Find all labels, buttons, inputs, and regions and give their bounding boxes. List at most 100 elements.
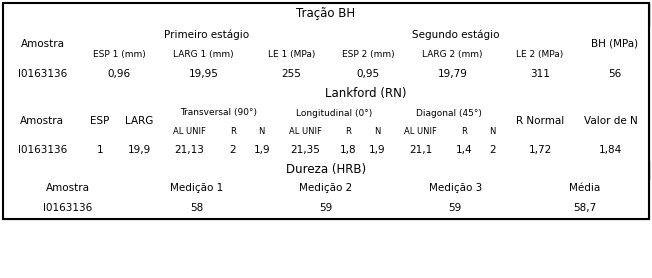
Text: ESP 1 (mm): ESP 1 (mm) (93, 49, 145, 58)
Text: 58,7: 58,7 (572, 203, 596, 213)
Text: Diagonal (45°): Diagonal (45°) (417, 108, 482, 118)
Bar (3, 139, 82, 161)
Bar (160, 123, 218, 139)
Text: 19,79: 19,79 (437, 69, 467, 79)
Bar (507, 139, 573, 161)
Bar (507, 103, 573, 139)
Bar (331, 63, 404, 85)
Bar (500, 63, 580, 85)
Text: LARG: LARG (125, 116, 154, 126)
Bar (331, 45, 404, 63)
Bar (391, 197, 520, 219)
Text: R: R (230, 126, 236, 135)
Bar (160, 139, 218, 161)
Text: 19,9: 19,9 (128, 145, 151, 155)
Bar (276, 103, 392, 123)
Bar (3, 103, 82, 139)
Bar (580, 63, 649, 85)
Bar (520, 179, 649, 197)
Bar (334, 123, 363, 139)
Bar (132, 179, 261, 197)
Text: BH (MPa): BH (MPa) (591, 39, 638, 49)
Text: N: N (490, 126, 496, 135)
Bar (218, 123, 247, 139)
Text: AL UNIF: AL UNIF (173, 126, 206, 135)
Text: LE 1 (MPa): LE 1 (MPa) (268, 49, 315, 58)
Text: LE 2 (MPa): LE 2 (MPa) (516, 49, 563, 58)
Text: N: N (258, 126, 265, 135)
Text: 1,9: 1,9 (254, 145, 270, 155)
Bar (83, 25, 331, 45)
Bar (3, 63, 83, 85)
Text: Segundo estágio: Segundo estágio (412, 30, 499, 40)
Bar (247, 123, 276, 139)
Text: I0163136: I0163136 (18, 145, 67, 155)
Text: 21,1: 21,1 (409, 145, 432, 155)
Bar (160, 103, 276, 123)
Bar (391, 179, 520, 197)
Bar (392, 123, 449, 139)
Text: 1,4: 1,4 (456, 145, 472, 155)
Bar (520, 197, 649, 219)
Text: 21,13: 21,13 (175, 145, 204, 155)
Bar (261, 179, 391, 197)
Bar (580, 25, 649, 63)
Text: R: R (346, 126, 351, 135)
Text: Medição 2: Medição 2 (299, 183, 353, 193)
Text: Medição 3: Medição 3 (428, 183, 482, 193)
Text: Longitudinal (0°): Longitudinal (0°) (296, 108, 372, 118)
Text: 2: 2 (230, 145, 236, 155)
Bar (83, 63, 156, 85)
Bar (334, 139, 363, 161)
Text: ESP: ESP (91, 116, 110, 126)
Bar (218, 139, 247, 161)
Text: LARG 2 (mm): LARG 2 (mm) (422, 49, 482, 58)
Bar (3, 25, 83, 63)
Bar (3, 179, 132, 197)
Bar (252, 45, 331, 63)
Bar (119, 139, 160, 161)
Bar (500, 45, 580, 63)
Bar (479, 139, 507, 161)
Bar (119, 103, 160, 139)
Text: Medição 1: Medição 1 (170, 183, 224, 193)
Bar (573, 103, 649, 139)
Text: Amostra: Amostra (20, 116, 65, 126)
Text: 19,95: 19,95 (189, 69, 218, 79)
Bar (449, 123, 479, 139)
Bar (363, 123, 392, 139)
Text: 59: 59 (319, 203, 333, 213)
Bar (392, 139, 449, 161)
Text: R: R (461, 126, 467, 135)
Bar (404, 45, 500, 63)
Bar (392, 103, 507, 123)
Bar (449, 139, 479, 161)
Text: Tração BH: Tração BH (297, 8, 355, 21)
Bar (3, 3, 649, 25)
Text: I0163136: I0163136 (43, 203, 92, 213)
Bar (82, 103, 119, 139)
Bar (573, 139, 649, 161)
Text: AL UNIF: AL UNIF (404, 126, 437, 135)
Text: Primeiro estágio: Primeiro estágio (164, 30, 250, 40)
Text: 1,9: 1,9 (369, 145, 385, 155)
Bar (132, 197, 261, 219)
Bar (261, 197, 391, 219)
Text: 255: 255 (282, 69, 301, 79)
Text: N: N (374, 126, 380, 135)
Bar (3, 161, 649, 179)
Bar (156, 45, 252, 63)
Text: 0,96: 0,96 (108, 69, 131, 79)
Bar (3, 85, 82, 103)
Text: Valor de N: Valor de N (584, 116, 638, 126)
Text: 1,72: 1,72 (528, 145, 552, 155)
Text: AL UNIF: AL UNIF (289, 126, 321, 135)
Bar (331, 25, 580, 45)
Text: I0163136: I0163136 (18, 69, 68, 79)
Text: 59: 59 (449, 203, 462, 213)
Text: ESP 2 (mm): ESP 2 (mm) (342, 49, 394, 58)
Text: R Normal: R Normal (516, 116, 564, 126)
Text: Transversal (90°): Transversal (90°) (180, 108, 257, 118)
Bar (3, 197, 132, 219)
Text: 58: 58 (190, 203, 203, 213)
